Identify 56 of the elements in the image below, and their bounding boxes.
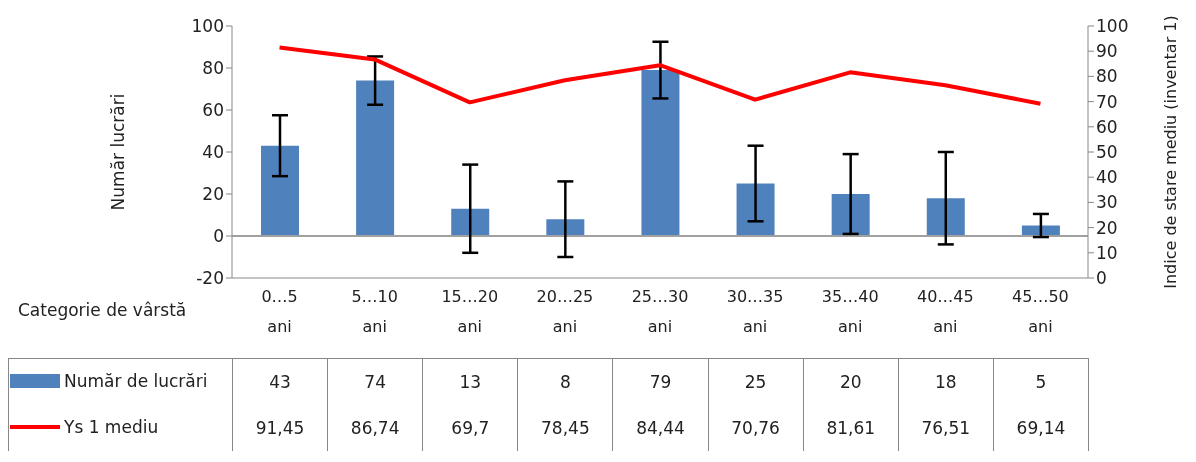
x-tick-label: 5…10 ani <box>351 287 398 336</box>
data-label: 70,76 <box>708 404 804 451</box>
y2-tick-label: 20 <box>1096 217 1118 238</box>
y-tick-label: 100 <box>191 16 224 37</box>
y2-tick-label: 10 <box>1096 242 1118 263</box>
data-label: 69,7 <box>422 404 518 451</box>
y2-tick-label: 90 <box>1096 41 1118 62</box>
y2-axis-title: Indice de stare mediu (inventar 1) <box>1160 15 1180 289</box>
y-tick-label: -20 <box>196 268 224 289</box>
bar <box>926 198 965 236</box>
x-tick-label: 35…40 ani <box>821 287 879 336</box>
y2-tick-label: 80 <box>1096 66 1118 87</box>
legend-label: Număr de lucrări <box>63 371 208 392</box>
data-label: 79 <box>612 358 709 405</box>
y-axis-title: Număr lucrări <box>108 93 129 211</box>
x-tick-label: 30…35 ani <box>726 287 784 336</box>
x-tick-label: 20…25 ani <box>536 287 594 336</box>
y-tick-label: 80 <box>202 58 224 79</box>
y-tick-label: 60 <box>202 100 224 121</box>
data-label: 18 <box>898 358 994 405</box>
data-label: 78,45 <box>517 404 613 451</box>
data-label: 8 <box>517 358 613 405</box>
x-tick-label: 0…5 ani <box>261 287 298 336</box>
y2-tick-label: 0 <box>1096 268 1107 289</box>
data-label: 81,61 <box>803 404 899 451</box>
y-tick-label: 0 <box>213 226 224 247</box>
x-tick-label: 15…20 ani <box>441 287 499 336</box>
data-label: 13 <box>422 358 518 405</box>
y2-tick-label: 100 <box>1096 16 1129 37</box>
y2-tick-label: 70 <box>1096 91 1118 112</box>
data-label: 84,44 <box>612 404 709 451</box>
y-tick-label: 20 <box>202 184 224 205</box>
legend-label: Ys 1 mediu <box>63 417 159 437</box>
y2-tick-label: 60 <box>1096 116 1118 137</box>
data-label: 76,51 <box>898 404 994 451</box>
x-axis-title: Categorie de vârstă <box>18 300 187 320</box>
data-label: 20 <box>803 358 899 405</box>
data-label: 86,74 <box>327 404 423 451</box>
x-tick-label: 25…30 ani <box>631 287 689 336</box>
bar <box>261 145 299 236</box>
data-label: 74 <box>327 358 423 405</box>
bar <box>451 208 490 236</box>
data-label: 5 <box>993 358 1089 405</box>
y2-tick-label: 30 <box>1096 192 1118 213</box>
bar <box>641 70 680 236</box>
y-tick-label: 40 <box>202 142 224 163</box>
y2-tick-label: 50 <box>1096 142 1118 163</box>
x-tick-label: 45…50 ani <box>1012 287 1069 336</box>
data-label: 91,45 <box>232 404 328 451</box>
data-label: 25 <box>708 358 804 405</box>
x-tick-label: 40…45 ani <box>916 287 974 336</box>
bar <box>356 80 395 236</box>
line-series <box>277 45 1043 106</box>
data-label: 69,14 <box>993 404 1089 451</box>
data-label: 43 <box>232 358 328 405</box>
y2-tick-label: 40 <box>1096 167 1118 188</box>
